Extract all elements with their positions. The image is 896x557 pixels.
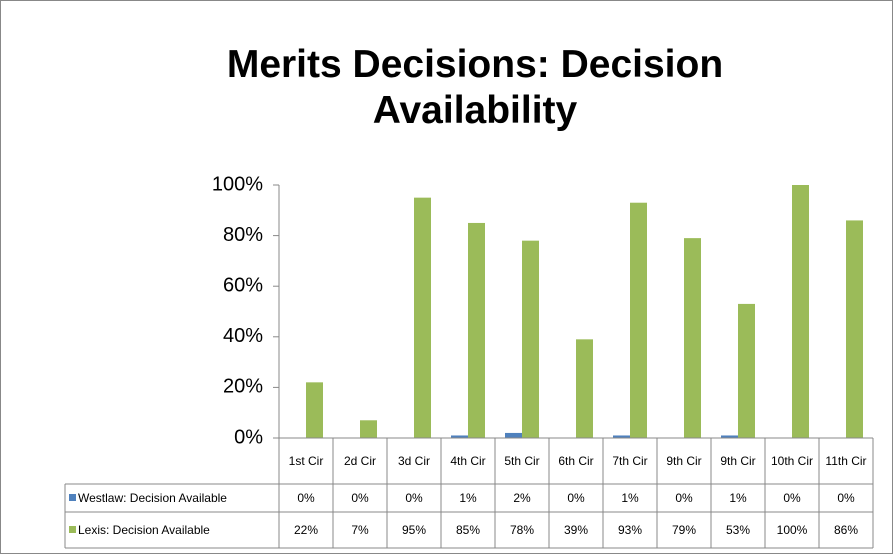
bar bbox=[360, 420, 377, 438]
chart-title: Merits Decisions: Decision Availability bbox=[226, 43, 724, 132]
bar bbox=[414, 197, 431, 438]
bar bbox=[684, 238, 701, 438]
bar bbox=[576, 339, 593, 438]
data-table-value: 0% bbox=[567, 491, 585, 505]
data-table-value: 0% bbox=[351, 491, 369, 505]
bar bbox=[468, 222, 485, 438]
data-table-value: 0% bbox=[783, 491, 801, 505]
x-tick-label: 9th Cir bbox=[666, 454, 702, 468]
x-tick-label: 9th Cir bbox=[720, 454, 756, 468]
y-tick-label: 40% bbox=[223, 325, 263, 347]
bar bbox=[613, 435, 630, 438]
y-tick-label: 60% bbox=[223, 274, 263, 296]
x-tick-label: 3d Cir bbox=[397, 454, 430, 468]
data-table-value: 2% bbox=[513, 491, 531, 505]
data-table-value: 1% bbox=[621, 491, 639, 505]
data-table-value: 39% bbox=[563, 523, 589, 537]
bar bbox=[721, 435, 738, 438]
data-table-value: 22% bbox=[293, 523, 319, 537]
data-table-value: 78% bbox=[509, 523, 535, 537]
legend-label: Lexis: Decision Available bbox=[78, 523, 210, 537]
bar bbox=[522, 240, 539, 438]
legend-swatch bbox=[69, 494, 76, 501]
bar bbox=[630, 202, 647, 438]
data-table-value: 0% bbox=[405, 491, 423, 505]
x-tick-label: 1st Cir bbox=[288, 454, 324, 468]
x-tick-label: 7th Cir bbox=[612, 454, 648, 468]
data-table-value: 95% bbox=[401, 523, 427, 537]
bar bbox=[451, 435, 468, 438]
data-table-value: 0% bbox=[297, 491, 315, 505]
legend-swatch bbox=[69, 526, 76, 533]
x-tick-label: 6th Cir bbox=[558, 454, 594, 468]
bar bbox=[306, 382, 323, 438]
bar bbox=[846, 220, 863, 438]
y-tick-label: 0% bbox=[234, 426, 263, 448]
data-table-value: 79% bbox=[671, 523, 697, 537]
bar bbox=[505, 432, 522, 438]
x-tick-label: 11th Cir bbox=[825, 454, 867, 468]
data-table-value: 100% bbox=[776, 523, 808, 537]
data-table-value: 53% bbox=[725, 523, 751, 537]
y-tick-label: 100% bbox=[212, 173, 263, 195]
data-table-value: 86% bbox=[833, 523, 859, 537]
data-table-value: 0% bbox=[675, 491, 693, 505]
x-tick-label: 4th Cir bbox=[450, 454, 486, 468]
data-table-value: 0% bbox=[837, 491, 855, 505]
x-tick-label: 5th Cir bbox=[504, 454, 540, 468]
y-tick-label: 20% bbox=[223, 376, 263, 398]
data-table-value: 85% bbox=[455, 523, 481, 537]
legend-label: Westlaw: Decision Available bbox=[78, 491, 227, 505]
x-tick-label: 10th Cir bbox=[770, 454, 814, 468]
data-table-value: 93% bbox=[617, 523, 643, 537]
bar bbox=[738, 303, 755, 438]
data-table-value: 7% bbox=[351, 523, 369, 537]
y-tick-label: 80% bbox=[223, 224, 263, 246]
data-table-value: 1% bbox=[729, 491, 747, 505]
bar bbox=[792, 185, 809, 438]
x-tick-label: 2d Cir bbox=[343, 454, 376, 468]
data-table-value: 1% bbox=[459, 491, 477, 505]
